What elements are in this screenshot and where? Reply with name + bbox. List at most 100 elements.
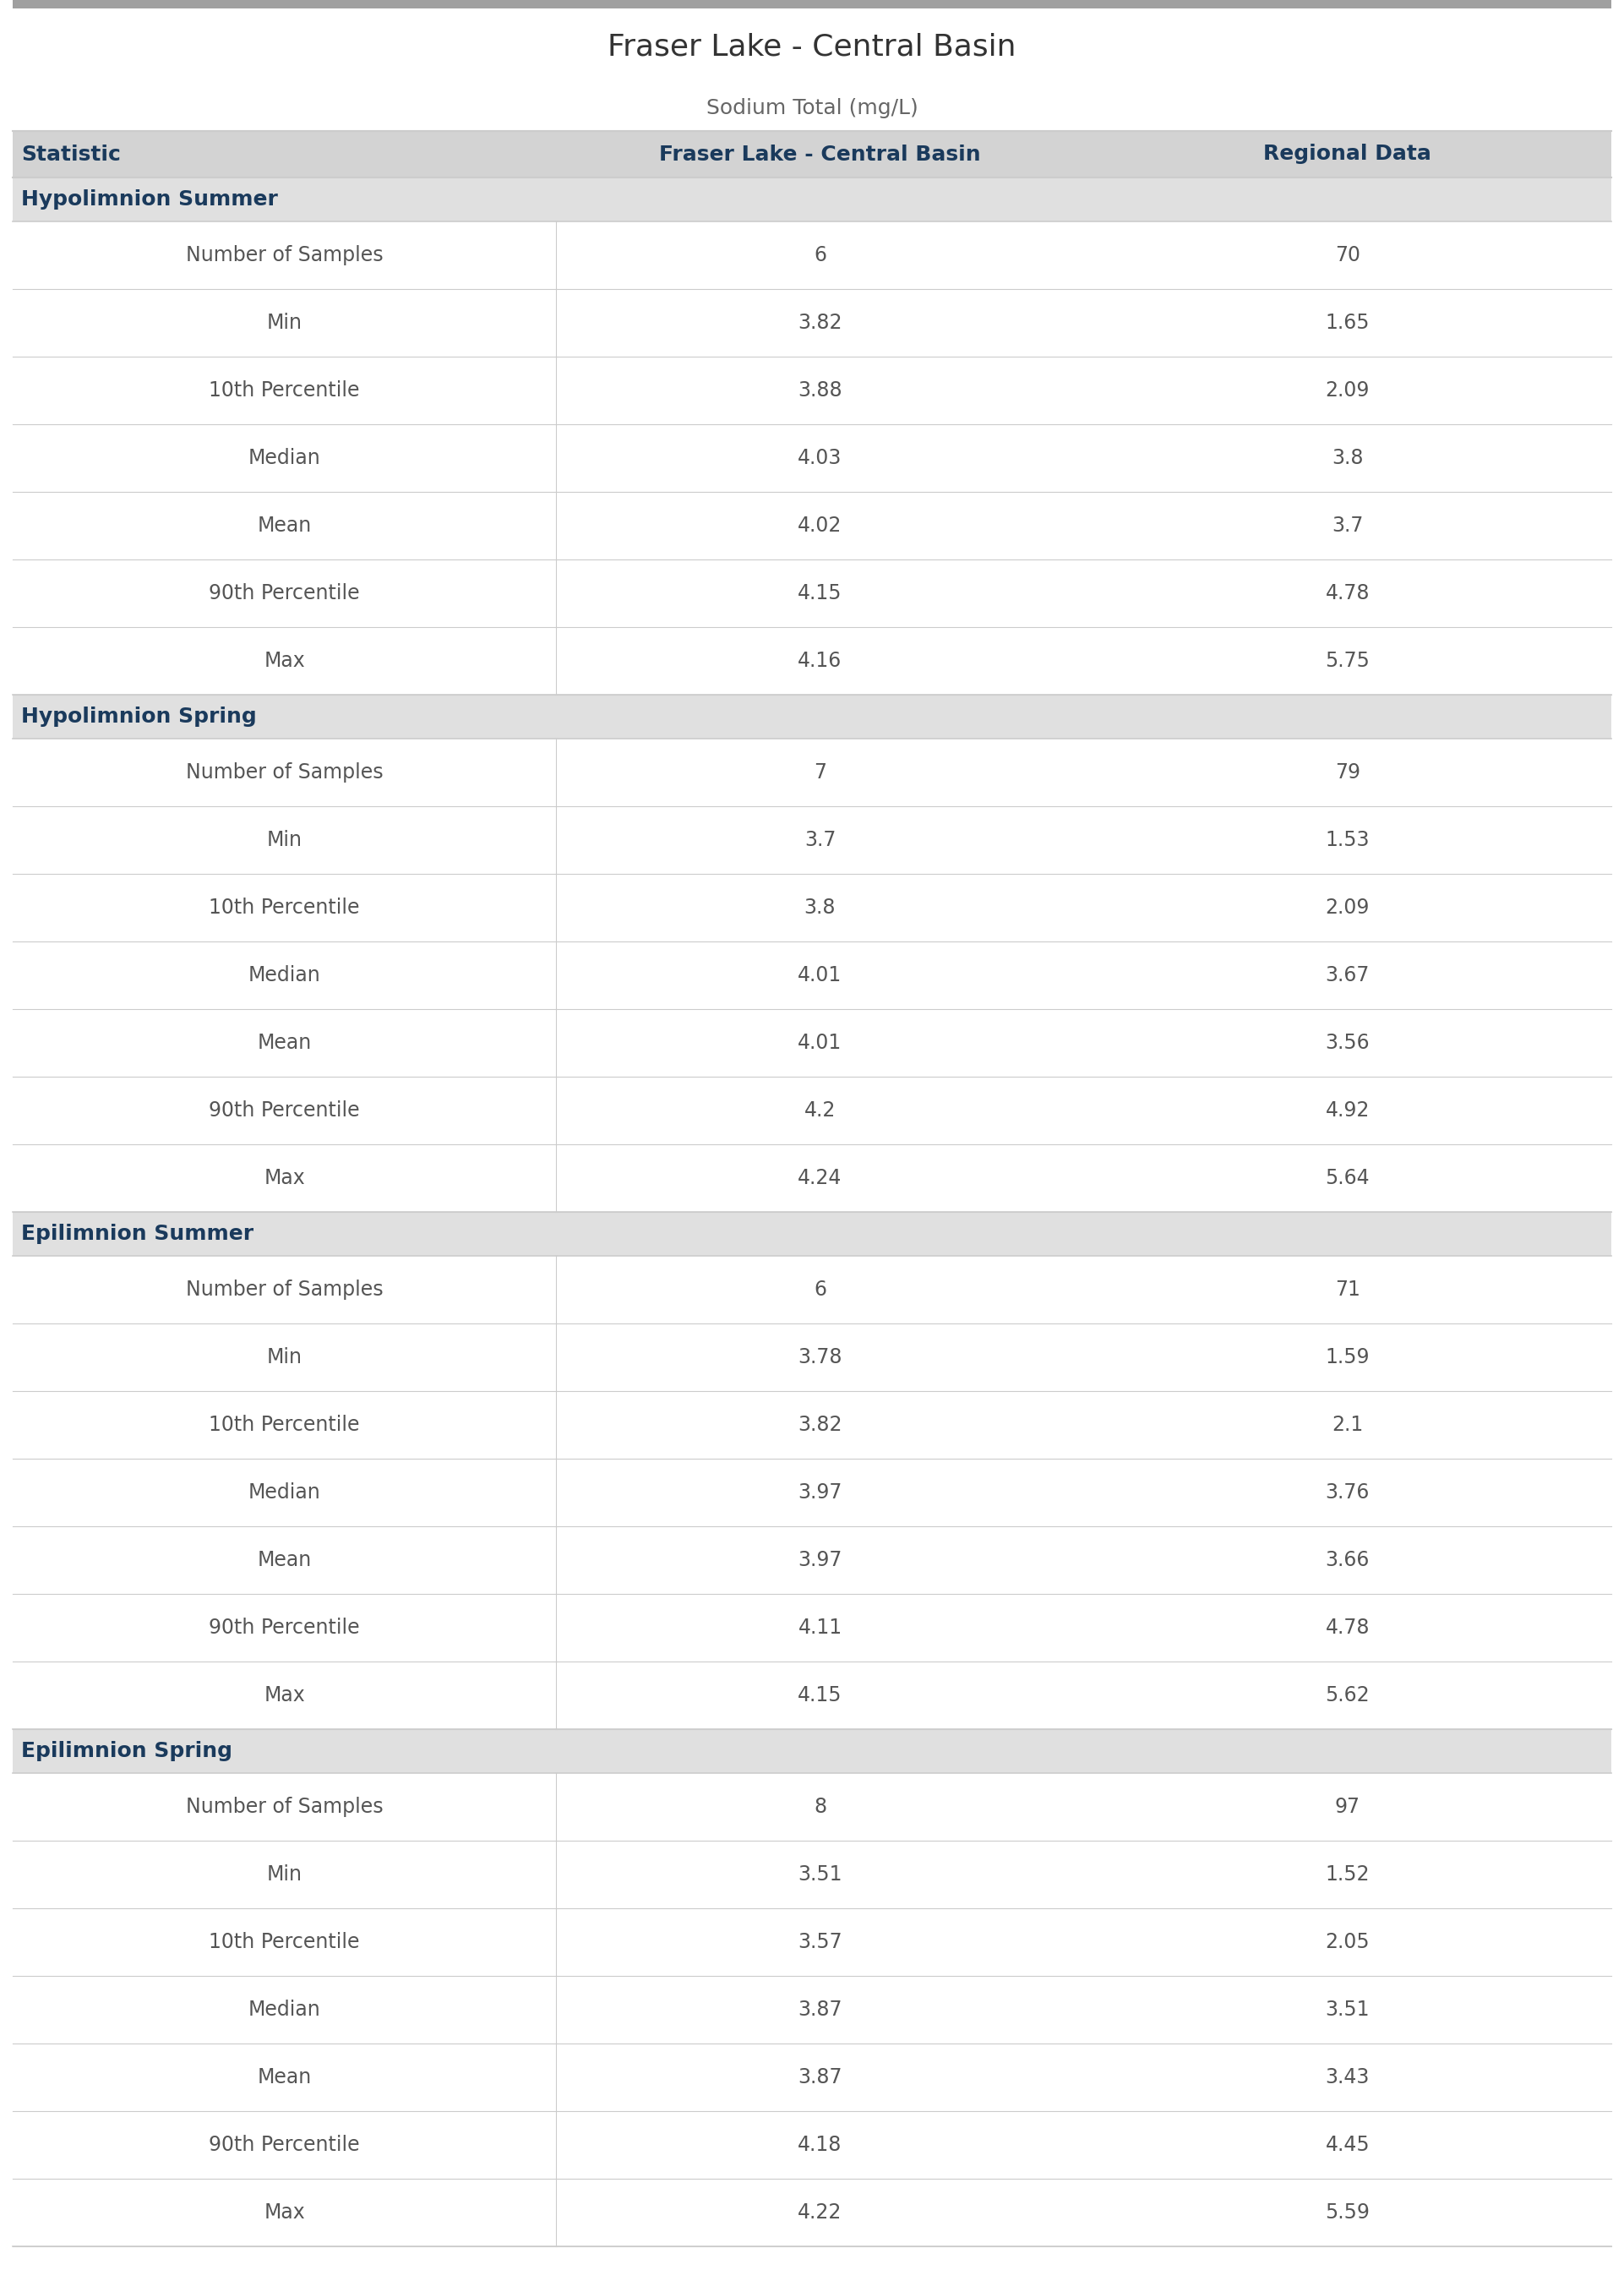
Text: 3.82: 3.82 (797, 1414, 843, 1435)
Text: 3.87: 3.87 (797, 2068, 843, 2088)
Text: 3.8: 3.8 (804, 897, 836, 917)
Text: 5.75: 5.75 (1325, 651, 1371, 672)
Text: 4.16: 4.16 (797, 651, 843, 672)
Bar (13, 84, 1611, 132)
Text: Max: Max (263, 651, 305, 672)
Text: Mean: Mean (257, 1550, 312, 1571)
Text: Median: Median (248, 965, 320, 985)
Text: 90th Percentile: 90th Percentile (209, 1619, 361, 1639)
Bar (13, 177, 1611, 222)
Text: 8: 8 (814, 1798, 827, 1816)
Text: 10th Percentile: 10th Percentile (209, 1932, 361, 1952)
Text: 3.51: 3.51 (1325, 2000, 1369, 2020)
Text: Min: Min (266, 1864, 302, 1884)
Text: 3.78: 3.78 (797, 1346, 843, 1367)
Text: 1.65: 1.65 (1325, 313, 1369, 334)
Text: 1.53: 1.53 (1325, 831, 1369, 851)
Text: 5.59: 5.59 (1325, 2202, 1371, 2222)
Text: 3.76: 3.76 (1325, 1482, 1369, 1503)
Text: 10th Percentile: 10th Percentile (209, 1414, 361, 1435)
Text: Epilimnion Summer: Epilimnion Summer (21, 1224, 253, 1244)
Bar (13, 1594, 1611, 1662)
Bar (13, 874, 1611, 942)
Bar (13, 942, 1611, 1010)
Bar (13, 1975, 1611, 2043)
Text: Max: Max (263, 1684, 305, 1705)
Text: Number of Samples: Number of Samples (185, 1798, 383, 1816)
Text: Sodium Total (mg/L): Sodium Total (mg/L) (706, 98, 918, 118)
Text: 4.78: 4.78 (1325, 1619, 1369, 1639)
Bar (13, 806, 1611, 874)
Bar (13, 1255, 1611, 1323)
Text: 10th Percentile: 10th Percentile (209, 381, 361, 400)
Bar (13, 222, 1611, 288)
Bar (13, 1323, 1611, 1392)
Text: Min: Min (266, 1346, 302, 1367)
Text: Number of Samples: Number of Samples (185, 1280, 383, 1301)
Text: 90th Percentile: 90th Percentile (209, 583, 361, 604)
Text: 90th Percentile: 90th Percentile (209, 2134, 361, 2154)
Text: 4.22: 4.22 (797, 2202, 843, 2222)
Bar (13, 132, 1611, 177)
Bar (13, 695, 1611, 738)
Text: 3.97: 3.97 (797, 1550, 843, 1571)
Bar (13, 2179, 1611, 2247)
Text: 3.56: 3.56 (1325, 1033, 1369, 1053)
Text: 70: 70 (1335, 245, 1361, 266)
Text: 4.45: 4.45 (1325, 2134, 1369, 2154)
Bar (13, 627, 1611, 695)
Text: 3.82: 3.82 (797, 313, 843, 334)
Bar (13, 738, 1611, 806)
Bar (13, 0, 1611, 9)
Text: 4.24: 4.24 (797, 1169, 843, 1187)
Text: Epilimnion Spring: Epilimnion Spring (21, 1741, 232, 1762)
Text: Number of Samples: Number of Samples (185, 245, 383, 266)
Text: Min: Min (266, 313, 302, 334)
Text: 2.09: 2.09 (1325, 381, 1369, 400)
Bar (13, 1212, 1611, 1255)
Bar (13, 493, 1611, 558)
Text: 4.2: 4.2 (804, 1101, 836, 1121)
Text: 97: 97 (1335, 1798, 1361, 1816)
Text: Statistic: Statistic (21, 143, 120, 163)
Text: 3.97: 3.97 (797, 1482, 843, 1503)
Bar (13, 1909, 1611, 1975)
Bar (13, 356, 1611, 424)
Text: 3.7: 3.7 (1332, 515, 1363, 536)
Text: Median: Median (248, 447, 320, 468)
Text: Min: Min (266, 831, 302, 851)
Bar (13, 1841, 1611, 1909)
Text: Number of Samples: Number of Samples (185, 763, 383, 783)
Text: 1.52: 1.52 (1325, 1864, 1369, 1884)
Text: 2.1: 2.1 (1332, 1414, 1363, 1435)
Text: 4.01: 4.01 (797, 965, 843, 985)
Text: 3.67: 3.67 (1325, 965, 1369, 985)
Text: 4.92: 4.92 (1325, 1101, 1369, 1121)
Text: 4.15: 4.15 (797, 1684, 843, 1705)
Text: 2.09: 2.09 (1325, 897, 1369, 917)
Bar (13, 1144, 1611, 1212)
Text: Fraser Lake - Central Basin: Fraser Lake - Central Basin (659, 143, 981, 163)
Text: 4.11: 4.11 (797, 1619, 841, 1639)
Text: 3.8: 3.8 (1332, 447, 1364, 468)
Text: 5.64: 5.64 (1325, 1169, 1369, 1187)
Bar (13, 2043, 1611, 2111)
Text: 4.18: 4.18 (797, 2134, 843, 2154)
Text: Mean: Mean (257, 1033, 312, 1053)
Text: Hypolimnion Summer: Hypolimnion Summer (21, 188, 278, 209)
Bar (13, 1076, 1611, 1144)
Text: Regional Data: Regional Data (1263, 143, 1432, 163)
Text: 3.43: 3.43 (1325, 2068, 1369, 2088)
Text: 3.57: 3.57 (797, 1932, 843, 1952)
Bar (13, 2111, 1611, 2179)
Text: 5.62: 5.62 (1325, 1684, 1369, 1705)
Bar (13, 424, 1611, 493)
Bar (13, 558, 1611, 627)
Bar (13, 288, 1611, 356)
Text: 3.66: 3.66 (1325, 1550, 1369, 1571)
Text: 4.78: 4.78 (1325, 583, 1369, 604)
Text: 3.87: 3.87 (797, 2000, 843, 2020)
Text: 1.59: 1.59 (1325, 1346, 1369, 1367)
Bar (13, 1010, 1611, 1076)
Text: 6: 6 (814, 1280, 827, 1301)
